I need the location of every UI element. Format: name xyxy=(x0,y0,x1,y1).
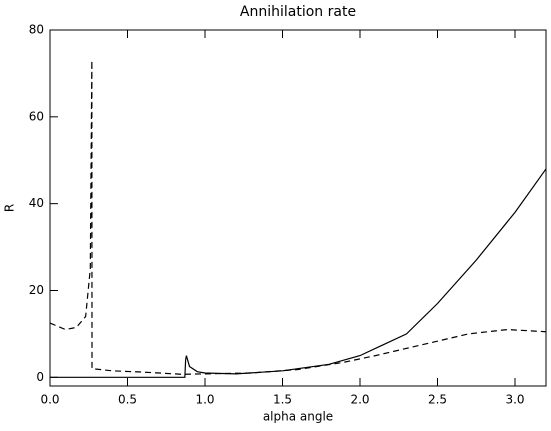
y-tick-label: 0 xyxy=(36,370,44,384)
line-series xyxy=(50,168,547,378)
y-tick-label: 80 xyxy=(29,23,44,37)
y-tick-label: 40 xyxy=(29,196,44,210)
x-tick-label: 0.0 xyxy=(40,393,59,407)
x-tick-label: 2.5 xyxy=(428,393,447,407)
y-tick-label: 20 xyxy=(29,283,44,297)
x-tick-label: 3.0 xyxy=(505,393,524,407)
x-tick-label: 0.5 xyxy=(118,393,137,407)
line-series xyxy=(49,60,547,375)
x-tick-label: 1.5 xyxy=(273,393,292,407)
y-axis-label: R xyxy=(3,204,17,212)
x-tick-label: 1.0 xyxy=(195,393,214,407)
plot-frame xyxy=(49,29,547,387)
x-axis-label: alpha angle xyxy=(263,410,333,424)
y-tick-label: 60 xyxy=(29,109,44,123)
chart-title: Annihilation rate xyxy=(240,4,356,20)
x-tick-label: 2.0 xyxy=(350,393,369,407)
